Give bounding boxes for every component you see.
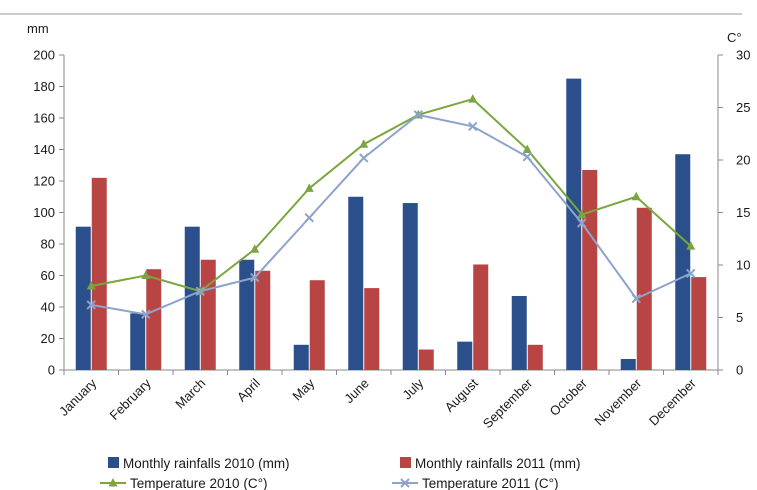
category-label: November bbox=[591, 375, 644, 428]
category-label: July bbox=[399, 375, 426, 402]
temperature-2011-point bbox=[686, 268, 696, 279]
legend-label: Monthly rainfalls 2011 (mm) bbox=[415, 456, 581, 471]
category-label: August bbox=[442, 375, 481, 414]
right-tick-label: 0 bbox=[736, 363, 743, 378]
left-tick-label: 200 bbox=[33, 48, 55, 63]
temperature-2010-point bbox=[522, 144, 532, 153]
temperature-2010-point bbox=[631, 191, 641, 201]
left-tick-label: 0 bbox=[48, 363, 55, 378]
right-axis-unit: C° bbox=[727, 30, 742, 45]
temperature-2011-point bbox=[631, 293, 641, 304]
bar-rainfall-2010 bbox=[511, 295, 527, 370]
category-label: February bbox=[106, 375, 154, 423]
axes: 0 20 40 60 80 100 120 140 160 180 200 0 5 10 15 20 25 30 bbox=[33, 48, 750, 378]
right-tick-label: 15 bbox=[736, 205, 750, 220]
right-tick-label: 20 bbox=[736, 153, 750, 168]
line-series bbox=[86, 94, 696, 320]
legend-marker bbox=[108, 478, 118, 487]
bar-rainfall-2011 bbox=[418, 349, 434, 370]
category-label: September bbox=[480, 375, 536, 431]
legend: Monthly rainfalls 2010 (mm) Monthly rainf… bbox=[100, 456, 581, 490]
bar-rainfall-2010 bbox=[293, 344, 309, 370]
left-tick-label: 180 bbox=[33, 79, 55, 94]
category-label: January bbox=[56, 375, 100, 419]
bar-rainfall-2010 bbox=[348, 196, 364, 370]
temperature-2011-line bbox=[91, 113, 692, 316]
category-label: March bbox=[172, 376, 208, 412]
category-label: December bbox=[646, 375, 699, 428]
bar-rainfall-2010 bbox=[184, 226, 200, 370]
bar-rainfall-2011 bbox=[473, 264, 489, 370]
left-tick-label: 160 bbox=[33, 111, 55, 126]
left-tick-label: 140 bbox=[33, 142, 55, 157]
temperature-2011-point bbox=[359, 153, 369, 163]
bar-rainfall-2011 bbox=[364, 288, 380, 370]
bar-series bbox=[75, 78, 707, 370]
right-tick-label: 5 bbox=[736, 310, 743, 325]
temperature-2011-point bbox=[304, 213, 314, 223]
bar-rainfall-2011 bbox=[200, 259, 216, 370]
bar-rainfall-2010 bbox=[239, 259, 255, 370]
temperature-2010-point bbox=[359, 139, 369, 148]
bar-rainfall-2011 bbox=[91, 177, 107, 370]
bar-rainfall-2010 bbox=[566, 78, 582, 370]
temperature-2010-point bbox=[304, 183, 314, 192]
temperature-2011-point bbox=[577, 218, 587, 228]
temperature-2011-point bbox=[522, 152, 532, 162]
bar-rainfall-2011 bbox=[636, 207, 652, 370]
bar-rainfall-2011 bbox=[582, 169, 598, 370]
legend-label: Monthly rainfalls 2010 (mm) bbox=[123, 456, 290, 471]
legend-swatch bbox=[400, 457, 411, 468]
temperature-2011-point bbox=[141, 309, 151, 320]
legend-label: Temperature 2010 (C°) bbox=[130, 476, 267, 490]
left-tick-label: 60 bbox=[41, 268, 55, 283]
category-labels: January February March April May June July Augu… bbox=[56, 375, 699, 431]
bar-rainfall-2010 bbox=[620, 358, 636, 370]
temperature-2010-point bbox=[250, 244, 260, 253]
left-tick-label: 80 bbox=[41, 237, 55, 252]
left-axis-unit: mm bbox=[27, 21, 49, 36]
bar-rainfall-2011 bbox=[309, 280, 325, 370]
temperature-2010-point bbox=[141, 270, 151, 279]
category-label: April bbox=[234, 375, 263, 404]
bar-rainfall-2011 bbox=[255, 270, 271, 370]
legend-marker bbox=[400, 478, 410, 488]
category-label: May bbox=[289, 375, 317, 403]
temperature-2011-point bbox=[195, 286, 205, 296]
temperature-2011-point bbox=[468, 121, 478, 132]
right-tick-label: 10 bbox=[736, 258, 750, 273]
bar-rainfall-2011 bbox=[691, 277, 707, 370]
right-tick-label: 25 bbox=[736, 100, 750, 115]
bar-rainfall-2011 bbox=[146, 269, 162, 370]
left-tick-label: 100 bbox=[33, 205, 55, 220]
bar-rainfall-2010 bbox=[402, 203, 418, 370]
temperature-2011-point bbox=[86, 300, 96, 310]
category-label: June bbox=[341, 376, 372, 407]
legend-label: Temperature 2011 (C°) bbox=[422, 476, 558, 490]
temperature-2010-point bbox=[86, 281, 96, 290]
legend-swatch bbox=[108, 457, 119, 468]
bar-rainfall-2010 bbox=[75, 226, 91, 370]
temperature-2010-point bbox=[686, 241, 696, 250]
category-label: October bbox=[547, 375, 591, 419]
temperature-2010-line bbox=[91, 97, 692, 293]
bar-rainfall-2010 bbox=[675, 154, 691, 370]
right-tick-label: 30 bbox=[736, 48, 750, 63]
bar-rainfall-2010 bbox=[130, 313, 146, 370]
left-tick-label: 120 bbox=[33, 174, 55, 189]
temperature-2010-point bbox=[468, 94, 478, 103]
temperature-2011-point bbox=[413, 110, 423, 120]
left-tick-label: 40 bbox=[41, 300, 55, 315]
bar-rainfall-2011 bbox=[527, 344, 543, 370]
bar-rainfall-2010 bbox=[457, 341, 473, 370]
temperature-2010-point bbox=[577, 209, 587, 219]
left-tick-label: 20 bbox=[41, 331, 55, 346]
temperature-2011-point bbox=[250, 272, 260, 283]
